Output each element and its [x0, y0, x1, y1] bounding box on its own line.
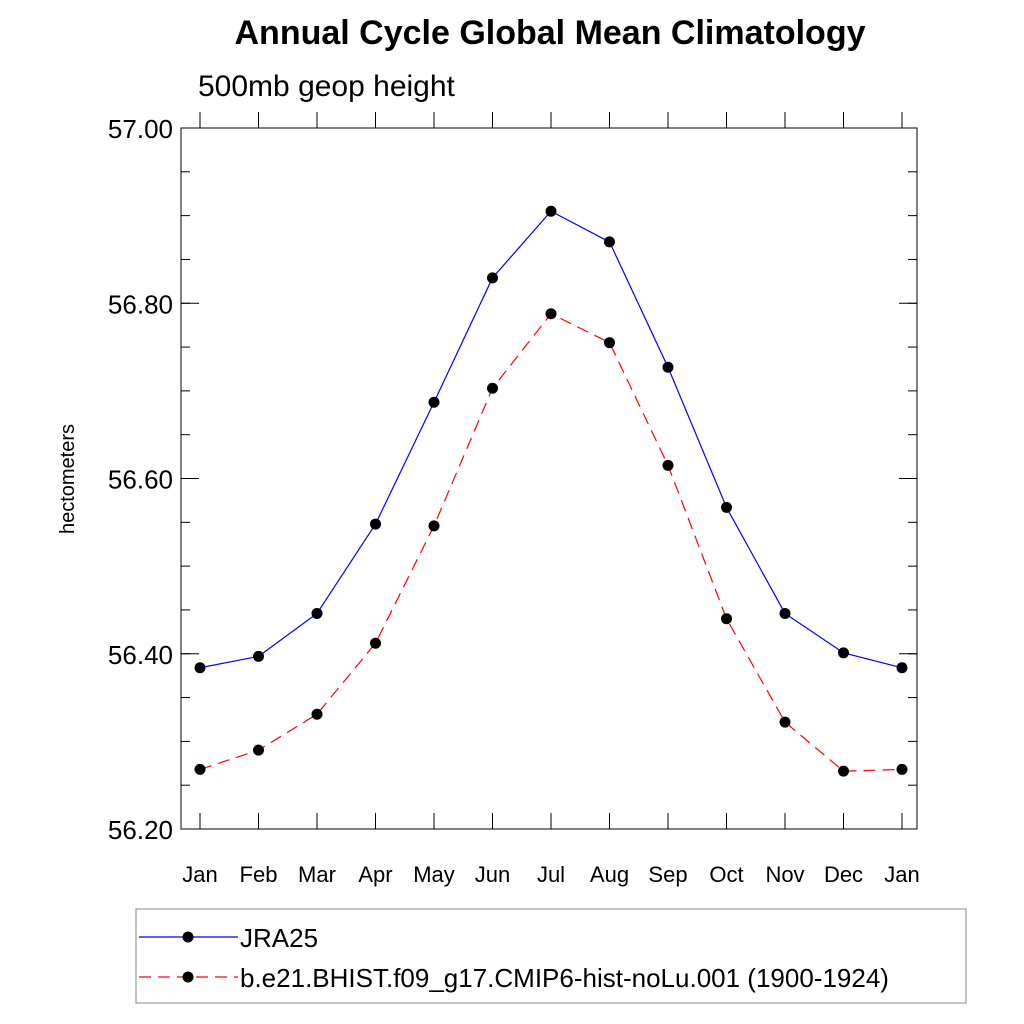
y-tick-label: 57.00	[108, 114, 173, 144]
legend-marker	[182, 931, 194, 943]
x-tick-label: Aug	[590, 862, 629, 887]
data-point	[896, 662, 908, 674]
data-point	[253, 650, 264, 662]
data-point	[428, 396, 440, 408]
data-point	[896, 763, 908, 775]
data-point	[604, 337, 615, 349]
y-tick-label: 56.20	[108, 815, 173, 845]
x-tick-label: Jul	[537, 862, 565, 887]
series-line-1	[199, 313, 903, 772]
data-point	[194, 662, 206, 674]
data-point	[779, 716, 791, 728]
x-tick-label: Oct	[709, 862, 743, 887]
x-tick-label: Apr	[358, 862, 392, 887]
data-point	[428, 520, 440, 532]
chart-subtitle: 500mb geop height	[198, 70, 455, 103]
data-point	[487, 272, 498, 284]
x-tick-label: Nov	[765, 862, 804, 887]
data-point	[662, 459, 674, 471]
data-point	[604, 236, 615, 248]
data-point	[779, 607, 791, 619]
legend-marker	[182, 971, 194, 983]
data-point	[838, 765, 849, 777]
legend-label: b.e21.BHIST.f09_g17.CMIP6-hist-noLu.001 …	[240, 963, 889, 993]
x-tick-label: Jun	[475, 862, 510, 887]
data-point	[370, 518, 381, 530]
x-tick-label: Jan	[884, 862, 919, 887]
data-point	[545, 308, 557, 320]
x-tick-label: Mar	[298, 862, 336, 887]
plot-frame	[180, 127, 918, 830]
x-tick-label: Dec	[824, 862, 863, 887]
data-point	[311, 607, 323, 619]
data-point	[662, 361, 674, 373]
data-point	[721, 613, 732, 625]
y-tick-label: 56.60	[108, 465, 173, 495]
series-line-0	[199, 210, 903, 669]
y-tick-label: 56.80	[108, 289, 173, 319]
chart-title: Annual Cycle Global Mean Climatology	[234, 14, 866, 52]
legend-box	[135, 908, 967, 1004]
data-point	[311, 708, 323, 720]
x-tick-label: Sep	[648, 862, 687, 887]
data-point	[194, 763, 206, 775]
data-point	[487, 382, 498, 394]
data-point	[838, 647, 849, 659]
y-tick-label: 56.40	[108, 640, 173, 670]
data-point	[721, 501, 732, 513]
x-tick-label: Feb	[240, 862, 278, 887]
data-point	[253, 744, 264, 756]
y-axis-label: hectometers	[57, 424, 79, 534]
x-tick-label: May	[413, 862, 455, 887]
x-tick-label: Jan	[182, 862, 217, 887]
data-point	[370, 637, 381, 649]
data-point	[545, 205, 557, 217]
legend-label: JRA25	[240, 923, 318, 953]
